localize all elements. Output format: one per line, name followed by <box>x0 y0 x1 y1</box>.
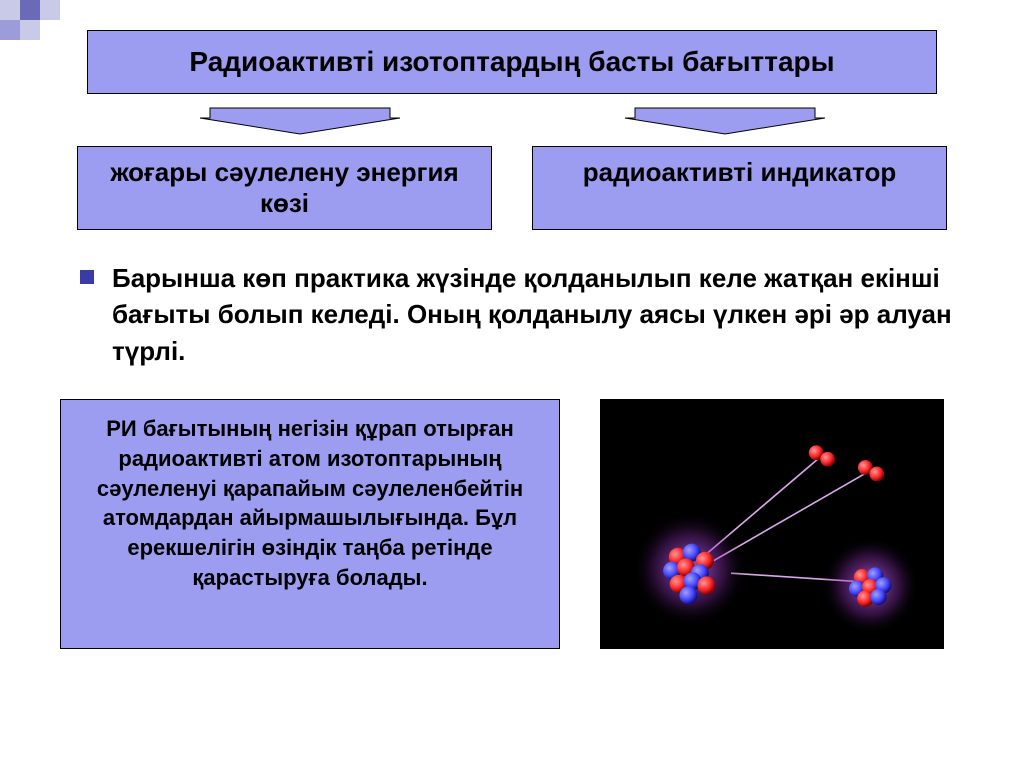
decor-sq <box>0 0 20 20</box>
emitted-pair-2 <box>858 460 884 481</box>
bullet-paragraph: Барынша көп практика жүзінде қолданылып … <box>50 260 974 369</box>
decor-sq <box>20 0 40 20</box>
sub-right-text: радиоактивті индикатор <box>583 157 897 187</box>
arrows-row <box>87 104 937 138</box>
title-text: Радиоактивті изотоптардың басты бағыттар… <box>189 46 834 77</box>
sub-left-text: жоғары сәулелену энергия көзі <box>110 157 458 218</box>
corner-decoration <box>0 0 80 40</box>
slide-content: Радиоактивті изотоптардың басты бағыттар… <box>0 0 1024 679</box>
decor-sq <box>40 0 60 20</box>
note-text: РИ бағытының негізін құрап отырған радио… <box>97 416 523 589</box>
note-box: РИ бағытының негізін құрап отырған радио… <box>60 399 560 649</box>
atom-illustration <box>600 399 944 649</box>
sub-box-left: жоғары сәулелену энергия көзі <box>77 146 492 230</box>
title-box: Радиоактивті изотоптардың басты бағыттар… <box>87 30 937 94</box>
bullet-text: Барынша көп практика жүзінде қолданылып … <box>112 260 954 369</box>
sub-box-right: радиоактивті индикатор <box>532 146 947 230</box>
decor-sq <box>0 20 20 40</box>
arrow-down-right <box>615 104 835 138</box>
bottom-row: РИ бағытының негізін құрап отырған радио… <box>50 399 974 649</box>
arrow-down-left <box>190 104 410 138</box>
sub-boxes-row: жоғары сәулелену энергия көзі радиоактив… <box>77 146 947 230</box>
decor-sq <box>20 20 40 40</box>
bullet-icon <box>80 270 94 284</box>
atom-svg <box>600 399 944 649</box>
